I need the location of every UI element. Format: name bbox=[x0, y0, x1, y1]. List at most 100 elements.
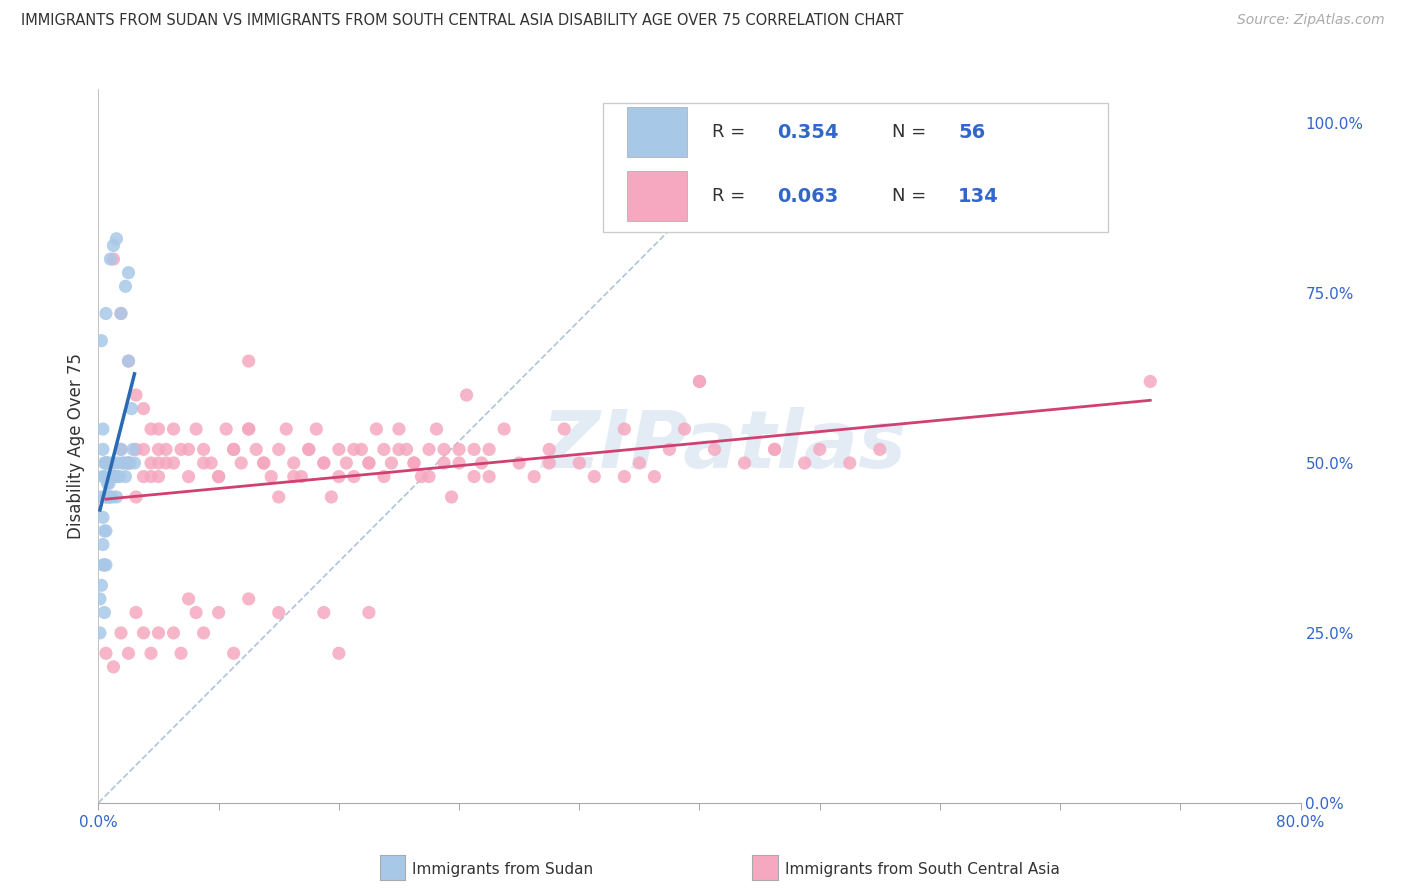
Point bbox=[350, 442, 373, 457]
Point bbox=[122, 442, 145, 457]
Point bbox=[155, 456, 177, 470]
Point bbox=[97, 490, 120, 504]
Point bbox=[222, 442, 245, 457]
Point bbox=[253, 456, 276, 470]
Point bbox=[763, 442, 786, 457]
Point bbox=[93, 524, 115, 538]
Point bbox=[628, 456, 651, 470]
Point bbox=[177, 469, 200, 483]
Point bbox=[215, 422, 238, 436]
Point bbox=[734, 456, 756, 470]
Point bbox=[298, 442, 321, 457]
FancyBboxPatch shape bbox=[627, 171, 688, 221]
Point bbox=[148, 469, 170, 483]
Point bbox=[139, 456, 162, 470]
Point bbox=[321, 490, 343, 504]
Point bbox=[104, 469, 127, 483]
Point bbox=[1139, 375, 1161, 389]
Point bbox=[447, 456, 470, 470]
Point bbox=[290, 469, 312, 483]
Point bbox=[155, 442, 177, 457]
Point bbox=[456, 388, 478, 402]
Point bbox=[110, 306, 132, 320]
Point bbox=[111, 456, 134, 470]
Point bbox=[312, 456, 335, 470]
Y-axis label: Disability Age Over 75: Disability Age Over 75 bbox=[66, 353, 84, 539]
Point bbox=[793, 456, 815, 470]
Point bbox=[238, 422, 260, 436]
Point bbox=[162, 626, 184, 640]
Point bbox=[105, 469, 128, 483]
Point bbox=[110, 626, 132, 640]
Point bbox=[508, 456, 530, 470]
Point bbox=[100, 252, 122, 266]
Point bbox=[148, 422, 170, 436]
Point bbox=[107, 456, 129, 470]
Point bbox=[117, 266, 139, 280]
Point bbox=[117, 354, 139, 368]
Point bbox=[170, 442, 193, 457]
Point bbox=[388, 442, 411, 457]
Point bbox=[110, 442, 132, 457]
Point bbox=[125, 606, 148, 620]
Point bbox=[96, 456, 118, 470]
Text: 0.063: 0.063 bbox=[778, 186, 839, 206]
Point bbox=[328, 646, 350, 660]
Point bbox=[97, 456, 120, 470]
Point bbox=[105, 232, 128, 246]
Point bbox=[91, 442, 114, 457]
Point bbox=[402, 456, 425, 470]
Point bbox=[238, 591, 260, 606]
Point bbox=[100, 490, 122, 504]
Point bbox=[238, 422, 260, 436]
Point bbox=[89, 626, 111, 640]
Point bbox=[222, 442, 245, 457]
Point bbox=[440, 490, 463, 504]
Point bbox=[114, 469, 136, 483]
Point bbox=[568, 456, 591, 470]
Point bbox=[463, 442, 485, 457]
FancyBboxPatch shape bbox=[603, 103, 1108, 232]
Point bbox=[283, 456, 305, 470]
Point bbox=[91, 558, 114, 572]
Text: Immigrants from Sudan: Immigrants from Sudan bbox=[412, 863, 593, 877]
Point bbox=[388, 422, 411, 436]
Point bbox=[366, 422, 388, 436]
Point bbox=[613, 469, 636, 483]
Point bbox=[110, 442, 132, 457]
Point bbox=[139, 422, 162, 436]
Point bbox=[689, 375, 711, 389]
Point bbox=[193, 456, 215, 470]
Point bbox=[96, 476, 118, 491]
Point bbox=[305, 422, 328, 436]
Text: N =: N = bbox=[891, 123, 932, 141]
Text: 56: 56 bbox=[957, 122, 986, 142]
Point bbox=[357, 456, 380, 470]
Point bbox=[132, 626, 155, 640]
Point bbox=[658, 442, 681, 457]
Point bbox=[253, 456, 276, 470]
Point bbox=[103, 456, 125, 470]
Point bbox=[117, 646, 139, 660]
Point bbox=[343, 469, 366, 483]
Point bbox=[139, 646, 162, 660]
Point bbox=[139, 469, 162, 483]
Point bbox=[103, 456, 125, 470]
Point bbox=[162, 456, 184, 470]
Text: IMMIGRANTS FROM SUDAN VS IMMIGRANTS FROM SOUTH CENTRAL ASIA DISABILITY AGE OVER : IMMIGRANTS FROM SUDAN VS IMMIGRANTS FROM… bbox=[21, 13, 904, 29]
Point bbox=[90, 490, 112, 504]
Point bbox=[93, 606, 115, 620]
Point bbox=[89, 591, 111, 606]
Point bbox=[200, 456, 222, 470]
Point bbox=[105, 490, 128, 504]
Point bbox=[869, 442, 891, 457]
Point bbox=[523, 469, 546, 483]
Point bbox=[184, 606, 207, 620]
Point bbox=[808, 442, 831, 457]
Point bbox=[245, 442, 267, 457]
Text: ZIPatlas: ZIPatlas bbox=[541, 407, 905, 485]
Point bbox=[312, 606, 335, 620]
Point bbox=[117, 456, 139, 470]
Point bbox=[125, 388, 148, 402]
Point bbox=[380, 456, 402, 470]
